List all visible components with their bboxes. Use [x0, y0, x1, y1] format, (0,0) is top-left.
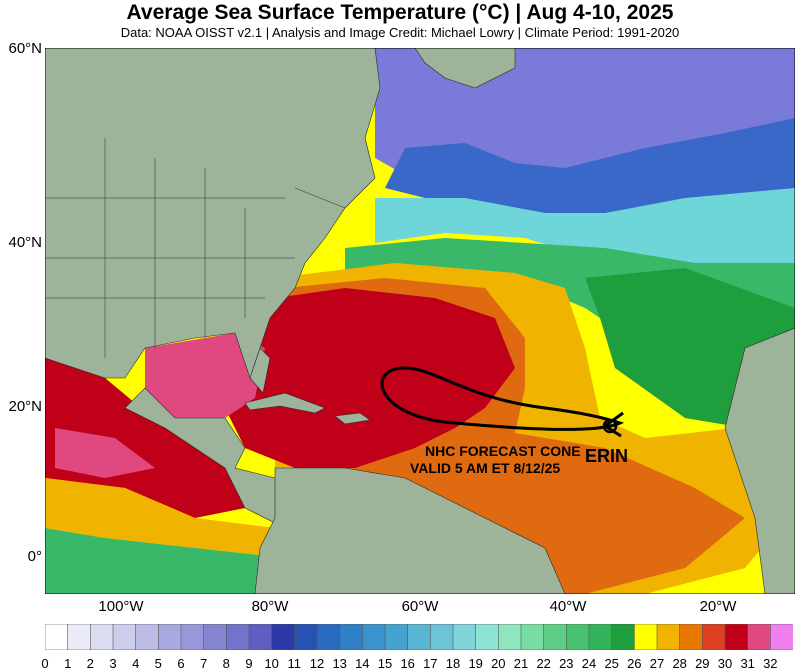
colorbar-swatch: [226, 624, 250, 650]
colorbar-swatch: [498, 624, 522, 650]
florida-land: [249, 347, 271, 394]
colorbar-tick-label: 29: [695, 656, 710, 671]
colorbar-tick-label: 28: [672, 656, 687, 671]
colorbar-tick-label: 10: [264, 656, 279, 671]
colorbar-swatch: [339, 624, 363, 650]
colorbar-swatch: [543, 624, 567, 650]
cuba-land: [244, 392, 326, 414]
colorbar-tick-label: 30: [717, 656, 733, 671]
colorbar-tick-label: 4: [132, 656, 140, 671]
greenland-land: [414, 48, 516, 89]
colorbar-tick-label: 16: [400, 656, 415, 671]
colorbar-tick-label: 15: [377, 656, 393, 671]
lon-label-80w: 80°W: [251, 598, 289, 615]
north-america-land: [45, 48, 381, 379]
colorbar-swatch: [520, 624, 545, 650]
colorbar-tick-label: 31: [740, 656, 755, 671]
colorbar-swatch: [248, 624, 273, 650]
colorbar-swatch: [566, 624, 590, 650]
colorbar-swatch: [135, 624, 159, 650]
sst-map: NHC FORECAST CONE VALID 5 AM ET 8/12/25 …: [45, 48, 795, 594]
colorbar-swatch: [362, 624, 386, 650]
storm-name-label: ERIN: [585, 446, 628, 466]
colorbar-swatch: [679, 624, 703, 650]
colorbar-tick-label: 13: [332, 656, 347, 671]
lon-label-40w: 40°W: [549, 598, 587, 615]
lat-label-0: 0°: [27, 548, 42, 565]
colorbar-tick-label: 3: [109, 656, 117, 671]
colorbar-tick-label: 21: [513, 656, 529, 671]
colorbar-swatch: [724, 624, 749, 650]
colorbar-swatch: [67, 624, 91, 650]
lon-label-60w: 60°W: [401, 598, 439, 615]
colorbar-tick-label: 5: [154, 656, 162, 671]
colorbar-tick-label: 2: [86, 656, 94, 671]
colorbar-tick-label: 14: [355, 656, 370, 671]
sst-cool-blue-region: [385, 118, 795, 223]
colorbar-tick-label: 32: [763, 656, 778, 671]
colorbar-tick-label: 7: [200, 656, 208, 671]
africa-land: [724, 327, 795, 594]
lon-label-20w: 20°W: [699, 598, 737, 615]
sst-cyan-region: [375, 188, 795, 278]
temperature-colorbar: [45, 624, 793, 650]
colorbar-tick-label: 22: [536, 656, 551, 671]
colorbar-swatch: [770, 624, 793, 650]
colorbar-swatch: [316, 624, 341, 650]
hispaniola-land: [334, 412, 371, 425]
colorbar-swatch: [90, 624, 114, 650]
colorbar-tick-label: 11: [287, 656, 302, 671]
colorbar-swatch: [452, 624, 477, 650]
colorbar-swatch: [588, 624, 613, 650]
colorbar-tick-label: 9: [245, 656, 253, 671]
lon-label-100w: 100°W: [98, 598, 144, 615]
lat-label-60n: 60°N: [8, 40, 42, 57]
hurricane-symbol-icon: [602, 418, 618, 434]
colorbar-tick-label: 24: [581, 656, 597, 671]
colorbar-swatch: [656, 624, 681, 650]
colorbar-tick-label: 18: [445, 656, 461, 671]
colorbar-swatch: [702, 624, 726, 650]
colorbar-swatch: [747, 624, 771, 650]
colorbar-tick-label: 25: [604, 656, 619, 671]
colorbar-swatch: [112, 624, 137, 650]
colorbar-tick-label: 20: [491, 656, 506, 671]
colorbar-tick-label: 8: [222, 656, 230, 671]
sst-pacific-pink-region: [55, 428, 155, 478]
map-title: Average Sea Surface Temperature (°C) | A…: [126, 1, 674, 24]
lat-label-40n: 40°N: [8, 234, 42, 251]
cone-label-line1: NHC FORECAST CONE: [425, 443, 581, 459]
lat-label-20n: 20°N: [8, 398, 42, 415]
sst-pacific-green-region: [45, 528, 295, 594]
colorbar-swatch: [203, 624, 227, 650]
political-borders: [45, 138, 346, 358]
colorbar-swatch: [271, 624, 295, 650]
colorbar-swatch: [475, 624, 499, 650]
colorbar-tick-label: 0: [41, 656, 49, 671]
colorbar-swatch: [407, 624, 431, 650]
colorbar-swatch: [158, 624, 182, 650]
colorbar-tick-label: 12: [309, 656, 325, 671]
colorbar-tick-label: 26: [627, 656, 642, 671]
sst-gulf-pink-region: [145, 333, 265, 418]
sst-pacific-red-region: [45, 358, 245, 518]
colorbar-tick-label: 6: [177, 656, 185, 671]
nhc-forecast-cone: [380, 366, 625, 431]
colorbar-tick-label: 27: [649, 656, 665, 671]
colorbar-tick-label: 17: [423, 656, 438, 671]
colorbar-swatch: [294, 624, 318, 650]
south-america-land: [254, 467, 566, 594]
colorbar-tick-label: 1: [64, 656, 72, 671]
map-subtitle: Data: NOAA OISST v2.1 | Analysis and Ima…: [120, 25, 680, 40]
colorbar-swatch: [430, 624, 454, 650]
colorbar-tick-label: 19: [468, 656, 483, 671]
colorbar-swatch: [45, 624, 69, 650]
colorbar-swatch: [634, 624, 658, 650]
colorbar-tick-label: 23: [559, 656, 574, 671]
colorbar-swatch: [384, 624, 409, 650]
cone-label-line2: VALID 5 AM ET 8/12/25: [410, 460, 560, 476]
colorbar-swatch: [611, 624, 635, 650]
colorbar-swatch: [180, 624, 205, 650]
